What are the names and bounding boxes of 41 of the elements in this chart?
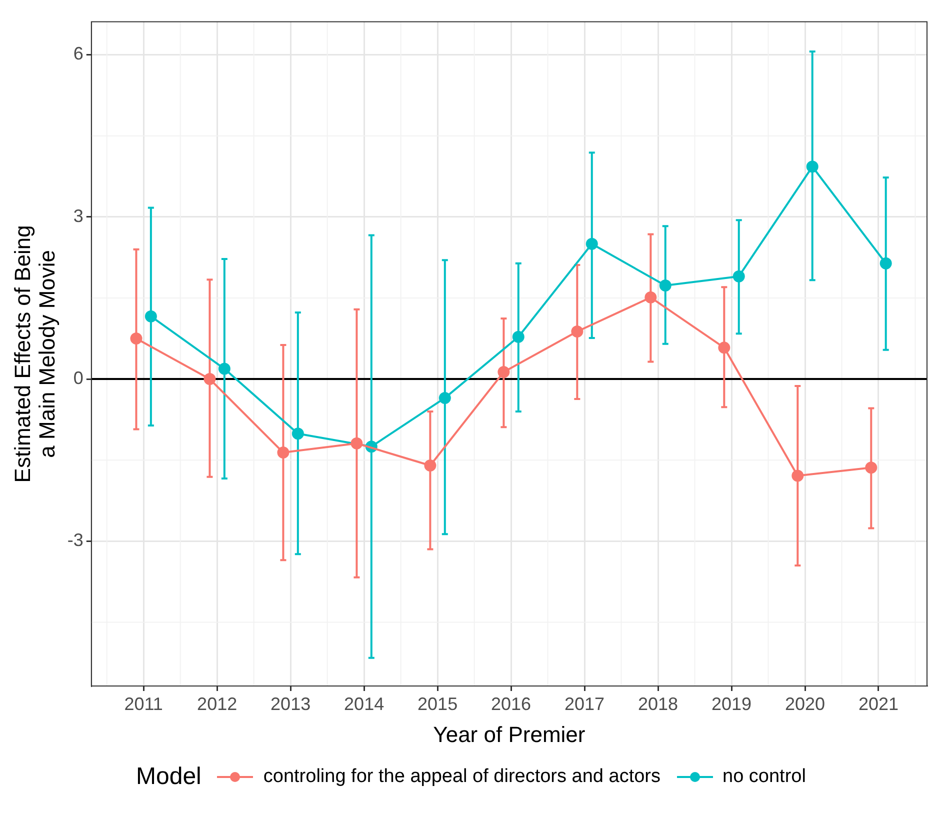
point xyxy=(732,270,745,282)
point xyxy=(130,332,142,344)
x-tick-label: 2013 xyxy=(270,694,311,714)
point xyxy=(865,462,878,474)
legend-label: controling for the appeal of directors and actors xyxy=(263,766,661,788)
point xyxy=(718,342,730,354)
point xyxy=(586,238,598,250)
x-tick-label: 2016 xyxy=(491,694,532,714)
y-tick-label: 6 xyxy=(73,44,84,64)
point xyxy=(644,291,657,304)
x-tick-label: 2018 xyxy=(638,694,678,714)
y-tick-label: 3 xyxy=(73,206,84,226)
point xyxy=(292,428,304,440)
point xyxy=(792,470,804,482)
x-tick-label: 2021 xyxy=(858,694,899,714)
point xyxy=(218,362,230,375)
y-tick-label: 0 xyxy=(73,368,84,388)
point xyxy=(512,330,524,343)
y-tick-label: -3 xyxy=(67,530,84,550)
point xyxy=(571,325,584,338)
legend-label: no control xyxy=(722,766,806,788)
point xyxy=(880,257,892,270)
point xyxy=(659,280,672,292)
x-tick-label: 2015 xyxy=(418,694,458,714)
point xyxy=(204,373,216,386)
x-axis-title: Year of Premier xyxy=(433,722,586,747)
x-tick-label: 2017 xyxy=(564,694,605,714)
point xyxy=(424,460,436,472)
x-tick-label: 2014 xyxy=(344,694,384,714)
point xyxy=(350,437,363,450)
point xyxy=(498,366,510,378)
point xyxy=(806,160,818,173)
point xyxy=(438,392,451,404)
x-tick-label: 2011 xyxy=(124,694,163,714)
y-axis-title: Estimated Effects of Being a Main Melody Movie xyxy=(10,225,60,483)
legend-title: Model xyxy=(136,763,202,791)
x-tick-label: 2012 xyxy=(197,694,238,714)
point xyxy=(144,310,157,322)
x-tick-label: 2020 xyxy=(784,694,826,714)
x-tick-label: 2019 xyxy=(711,694,752,714)
point xyxy=(277,446,290,459)
